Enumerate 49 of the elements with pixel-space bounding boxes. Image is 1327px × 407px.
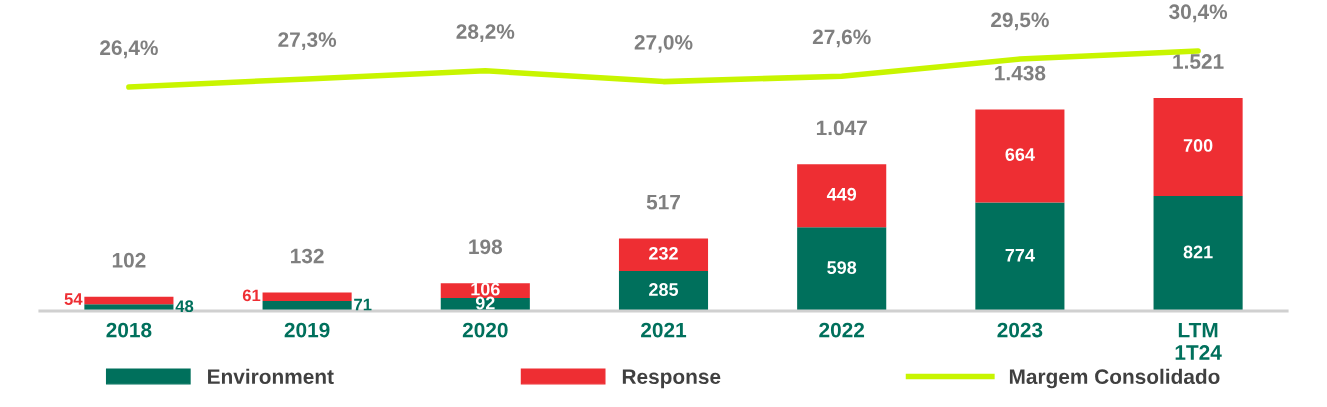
- data-label: 27,0%: [634, 34, 693, 53]
- legend-label: Response: [622, 369, 721, 389]
- total-label: 517: [646, 194, 680, 210]
- total-label: 1.438: [995, 65, 1046, 81]
- data-label: 26,4%: [100, 40, 158, 59]
- bar: [262, 292, 352, 302]
- data-label: 700: [1183, 139, 1213, 152]
- data-label: 61: [242, 289, 261, 302]
- bar: [618, 238, 709, 272]
- x-tick-label: 2023: [997, 322, 1043, 338]
- total-label: 102: [112, 252, 146, 268]
- bar: [1153, 97, 1243, 197]
- data-label: 71: [354, 298, 372, 311]
- bar: [1153, 196, 1243, 311]
- data-label: 774: [1005, 249, 1035, 262]
- data-label: 285: [649, 283, 679, 296]
- bar: [797, 227, 887, 311]
- x-tick-label: 2018: [106, 322, 152, 338]
- data-label: 30,4%: [1169, 4, 1228, 23]
- data-label: 232: [649, 246, 678, 260]
- data-label: 106: [471, 282, 500, 296]
- bar: [975, 202, 1065, 311]
- x-tick-label: 2020: [462, 322, 508, 338]
- data-label: 598: [827, 261, 857, 274]
- data-label: 92: [475, 296, 495, 310]
- bar: [618, 271, 709, 311]
- x-tick-label: 2019: [284, 322, 330, 338]
- total-label: 132: [291, 248, 324, 264]
- data-label: 664: [1005, 148, 1035, 161]
- total-label: 1.521: [1173, 54, 1224, 69]
- data-label: 48: [175, 300, 194, 313]
- total-label: 1.047: [816, 120, 867, 136]
- data-label: 54: [64, 293, 83, 305]
- data-label: 821: [1183, 245, 1213, 259]
- legend-label: Margem Consolidado: [1009, 368, 1220, 389]
- total-label: 198: [469, 239, 503, 255]
- data-label: 449: [826, 187, 857, 201]
- data-label: 29,5%: [991, 12, 1049, 31]
- data-label: 28,2%: [456, 24, 515, 42]
- x-tick-label: 2022: [819, 322, 865, 338]
- legend-label: Environment: [208, 368, 334, 385]
- data-label: 27,3%: [278, 32, 337, 51]
- x-tick-label: LTM 1T24: [1175, 322, 1222, 360]
- bar: [797, 164, 887, 228]
- bar: [262, 301, 352, 311]
- bar: [975, 109, 1065, 203]
- bar: [84, 296, 174, 305]
- x-tick-label: 2021: [641, 322, 687, 338]
- data-label: 27,6%: [812, 29, 871, 48]
